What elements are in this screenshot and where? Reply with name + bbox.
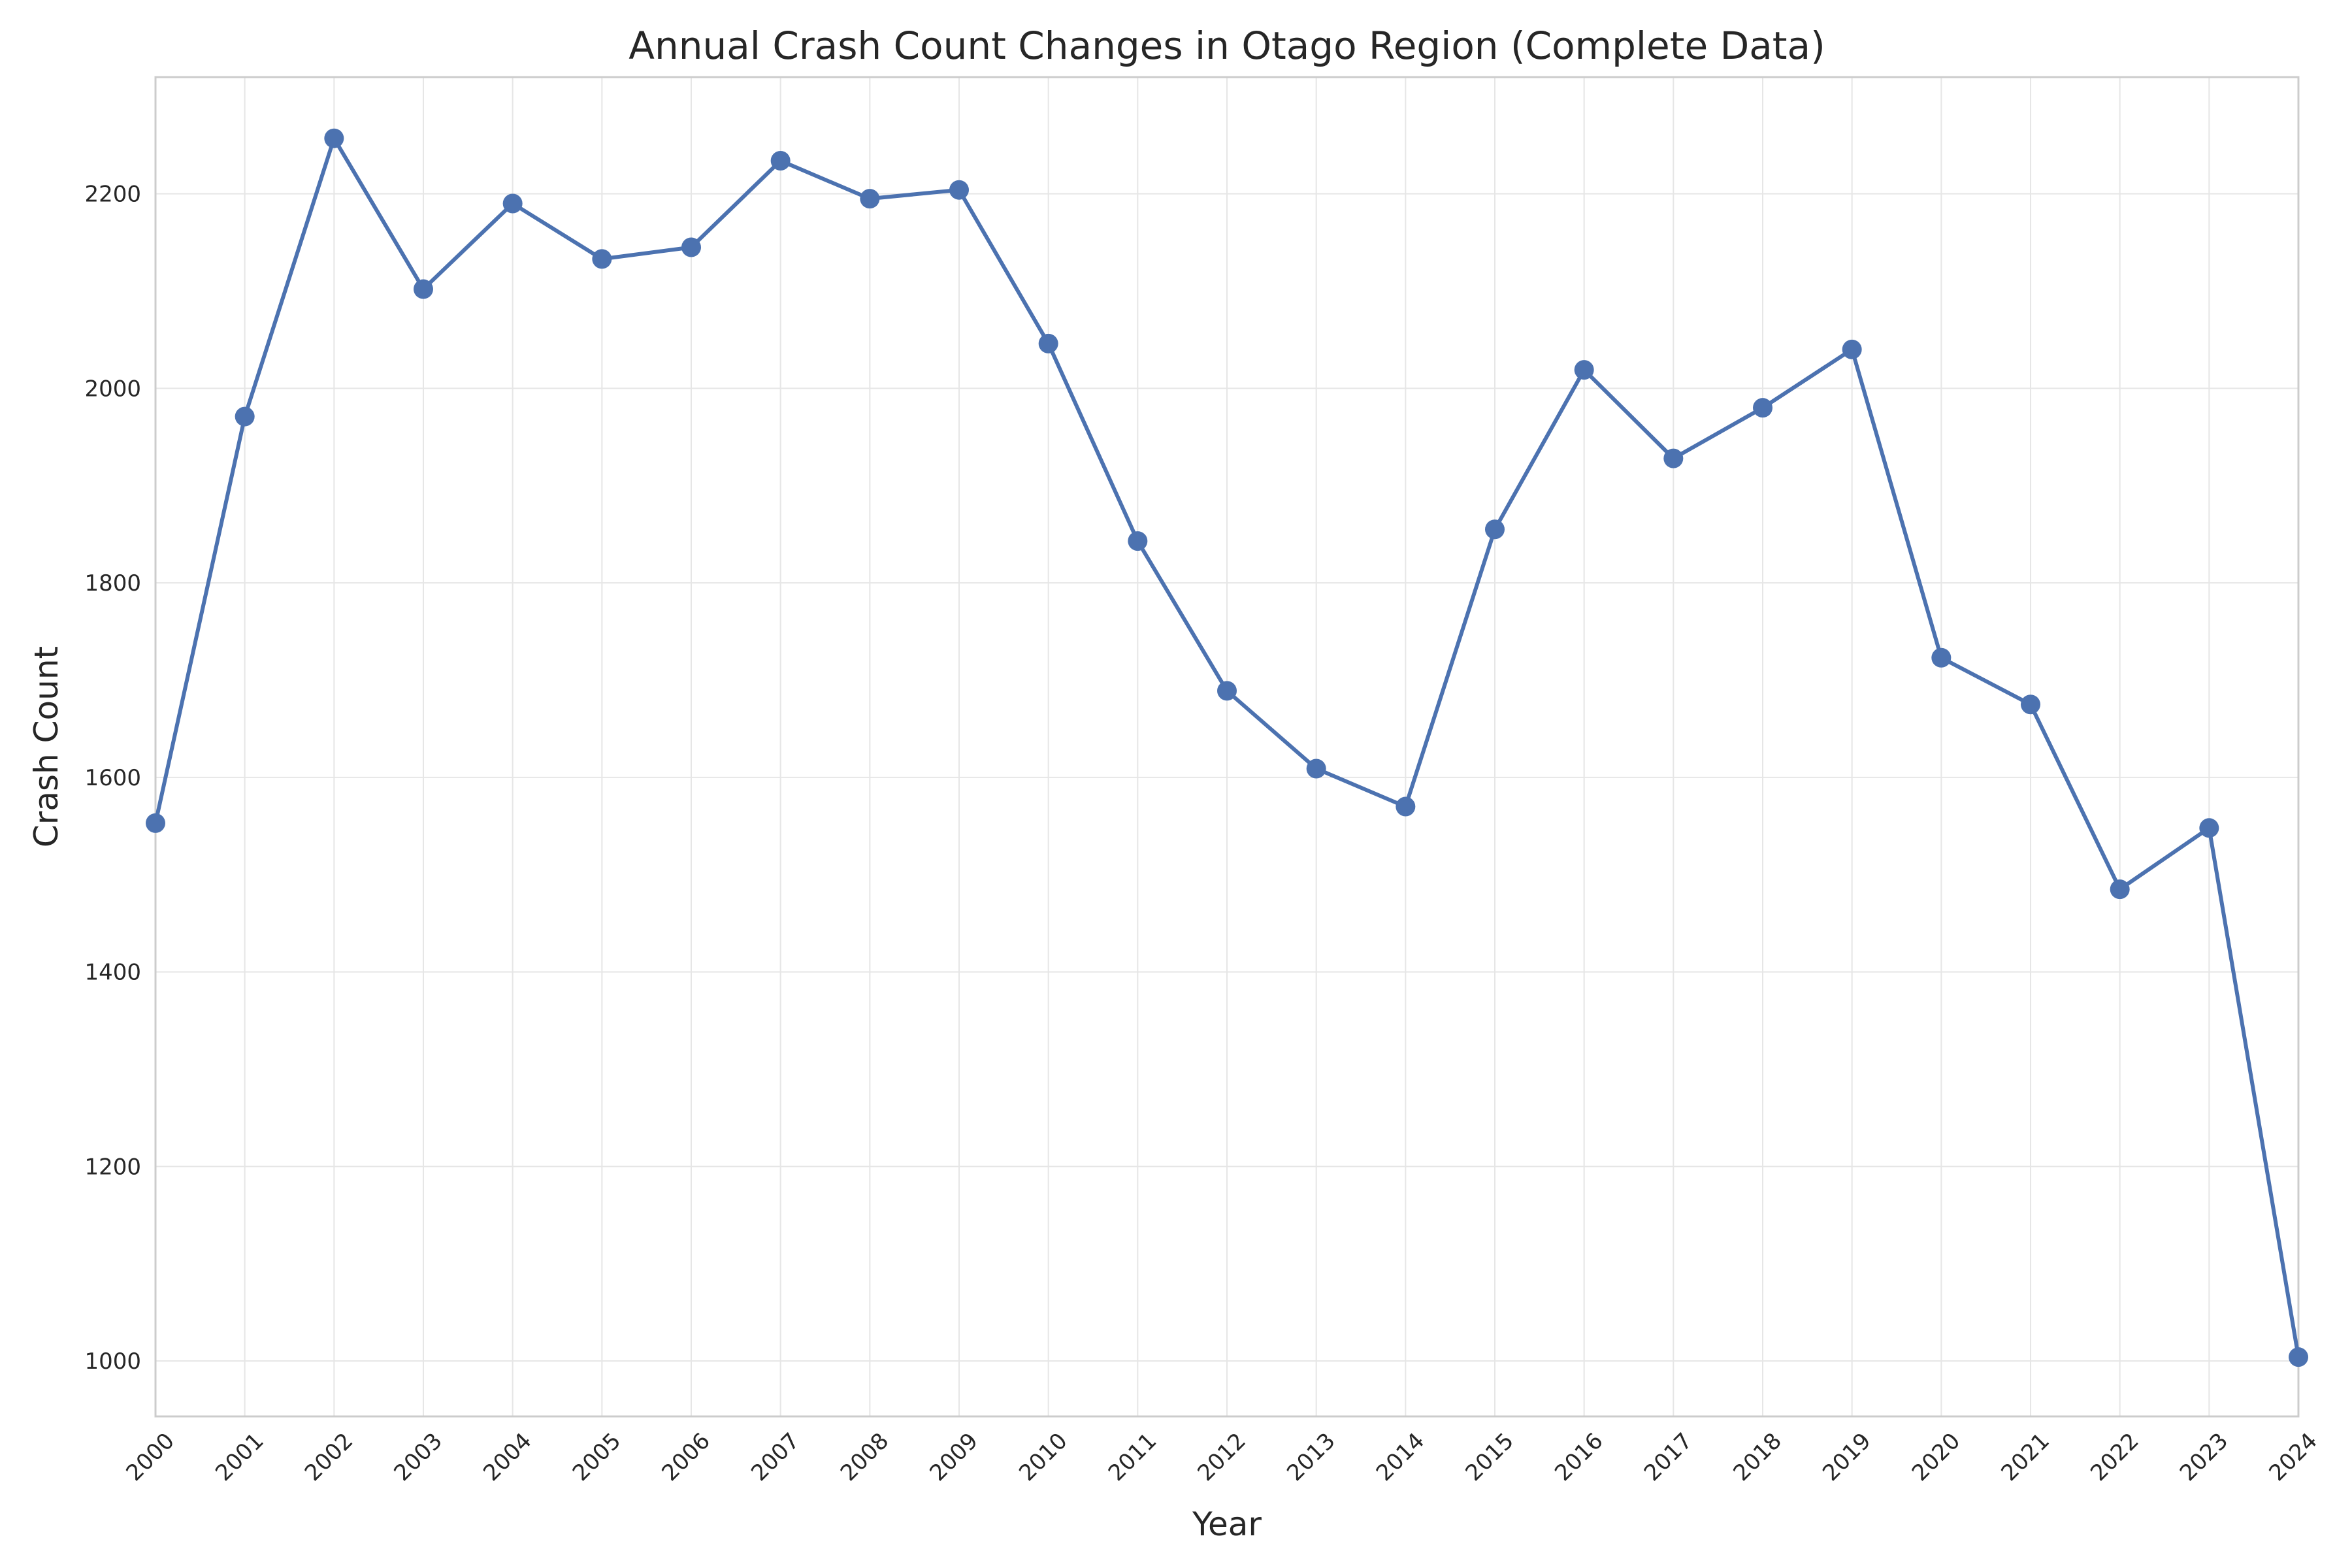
grid <box>155 77 2299 1416</box>
x-tick-label: 2022 <box>2085 1428 2144 1486</box>
chart-title: Annual Crash Count Changes in Otago Regi… <box>629 24 1825 68</box>
x-tick-label: 2018 <box>1728 1428 1786 1486</box>
y-axis-ticks: 1000 1200 1400 1600 1800 2000 2200 <box>84 182 141 1375</box>
x-tick-label: 2019 <box>1818 1428 1876 1486</box>
data-point <box>1753 398 1772 418</box>
x-tick-label: 2008 <box>836 1428 894 1486</box>
data-point <box>1574 360 1594 380</box>
data-point <box>146 813 165 833</box>
data-point <box>860 189 880 209</box>
x-tick-label: 2003 <box>389 1428 447 1486</box>
x-tick-label: 2004 <box>478 1428 536 1486</box>
x-tick-label: 2006 <box>657 1428 715 1486</box>
x-tick-label: 2021 <box>1996 1428 2054 1486</box>
data-point <box>1128 531 1148 551</box>
data-point <box>1396 796 1416 817</box>
y-tick-label: 1400 <box>84 960 141 986</box>
data-point <box>592 249 612 269</box>
x-tick-label: 2012 <box>1192 1428 1250 1486</box>
data-point <box>1842 339 1862 359</box>
data-point <box>681 237 701 257</box>
x-tick-label: 2013 <box>1282 1428 1340 1486</box>
x-tick-label: 2007 <box>746 1428 804 1486</box>
data-point <box>1931 647 1952 668</box>
data-point <box>2199 818 2219 838</box>
y-tick-label: 1000 <box>84 1348 141 1375</box>
y-tick-label: 1800 <box>84 570 141 596</box>
data-point <box>949 180 969 200</box>
x-tick-label: 2001 <box>210 1428 269 1486</box>
series-group <box>146 128 2308 1367</box>
data-point <box>1663 448 1684 468</box>
data-point <box>324 128 344 148</box>
y-tick-label: 2200 <box>84 182 141 208</box>
data-point <box>2021 694 2040 715</box>
x-tick-label: 2014 <box>1371 1428 1429 1486</box>
y-axis-label: Crash Count <box>27 646 65 847</box>
plot-frame <box>154 76 2300 1418</box>
x-axis-ticks: 2000 2001 2002 2003 2004 2005 2006 2007 2008 2009… <box>121 1428 2322 1486</box>
x-axis-label: Year <box>1192 1505 1262 1543</box>
x-tick-label: 2015 <box>1460 1428 1518 1486</box>
data-point <box>1306 759 1326 779</box>
y-tick-label: 2000 <box>84 376 141 402</box>
data-point <box>2289 1347 2308 1367</box>
x-tick-label: 2023 <box>2175 1428 2233 1486</box>
x-tick-label: 2002 <box>300 1428 358 1486</box>
x-tick-label: 2010 <box>1014 1428 1072 1486</box>
data-point <box>414 279 433 299</box>
y-tick-label: 1200 <box>84 1154 141 1180</box>
data-point <box>502 193 523 214</box>
data-point <box>1485 519 1505 540</box>
data-point <box>1038 333 1058 353</box>
x-tick-label: 2009 <box>924 1428 983 1486</box>
x-tick-label: 2024 <box>2264 1428 2322 1486</box>
x-tick-label: 2005 <box>568 1428 626 1486</box>
data-point <box>235 406 255 427</box>
data-point <box>770 151 791 171</box>
data-point <box>2110 879 2130 900</box>
x-tick-label: 2011 <box>1103 1428 1162 1486</box>
y-tick-label: 1600 <box>84 765 141 791</box>
x-tick-label: 2000 <box>121 1428 179 1486</box>
data-point <box>1217 681 1237 701</box>
x-tick-label: 2020 <box>1907 1428 1965 1486</box>
x-tick-label: 2016 <box>1550 1428 1608 1486</box>
x-tick-label: 2017 <box>1639 1428 1697 1486</box>
